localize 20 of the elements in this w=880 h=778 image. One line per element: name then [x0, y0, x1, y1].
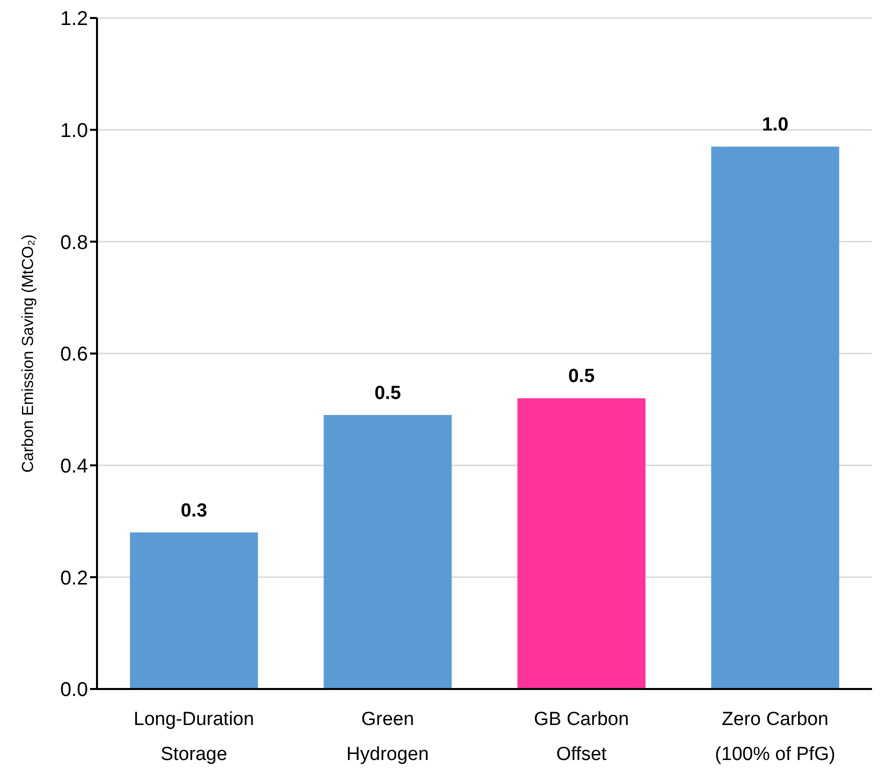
y-tick-label: 1.2	[60, 8, 88, 30]
y-axis-title: Carbon Emission Saving (MtCO₂)	[20, 234, 36, 473]
bar	[130, 532, 258, 689]
bar	[711, 146, 840, 689]
x-tick-label: Zero Carbon (100% of PfG)	[714, 709, 836, 765]
x-tick-label: Long-Duration Storage	[134, 709, 254, 765]
y-tick-label: 1.0	[60, 120, 88, 142]
x-tick-label: GB Carbon Offset	[534, 709, 629, 765]
y-tick-label: 0.0	[60, 679, 88, 702]
data-label: 1.0	[762, 114, 788, 136]
data-label: 0.5	[568, 366, 596, 388]
data-label: 0.3	[180, 500, 208, 522]
bar	[324, 415, 452, 689]
data-label: 0.5	[374, 383, 402, 404]
y-tick-label: 0.8	[60, 232, 88, 254]
x-tick-label: Green Hydrogen	[346, 709, 429, 765]
y-tick-label: 0.4	[60, 455, 88, 478]
y-tick-label: 0.6	[60, 344, 88, 366]
y-tick-label: 0.2	[60, 567, 88, 590]
bar	[517, 398, 646, 689]
